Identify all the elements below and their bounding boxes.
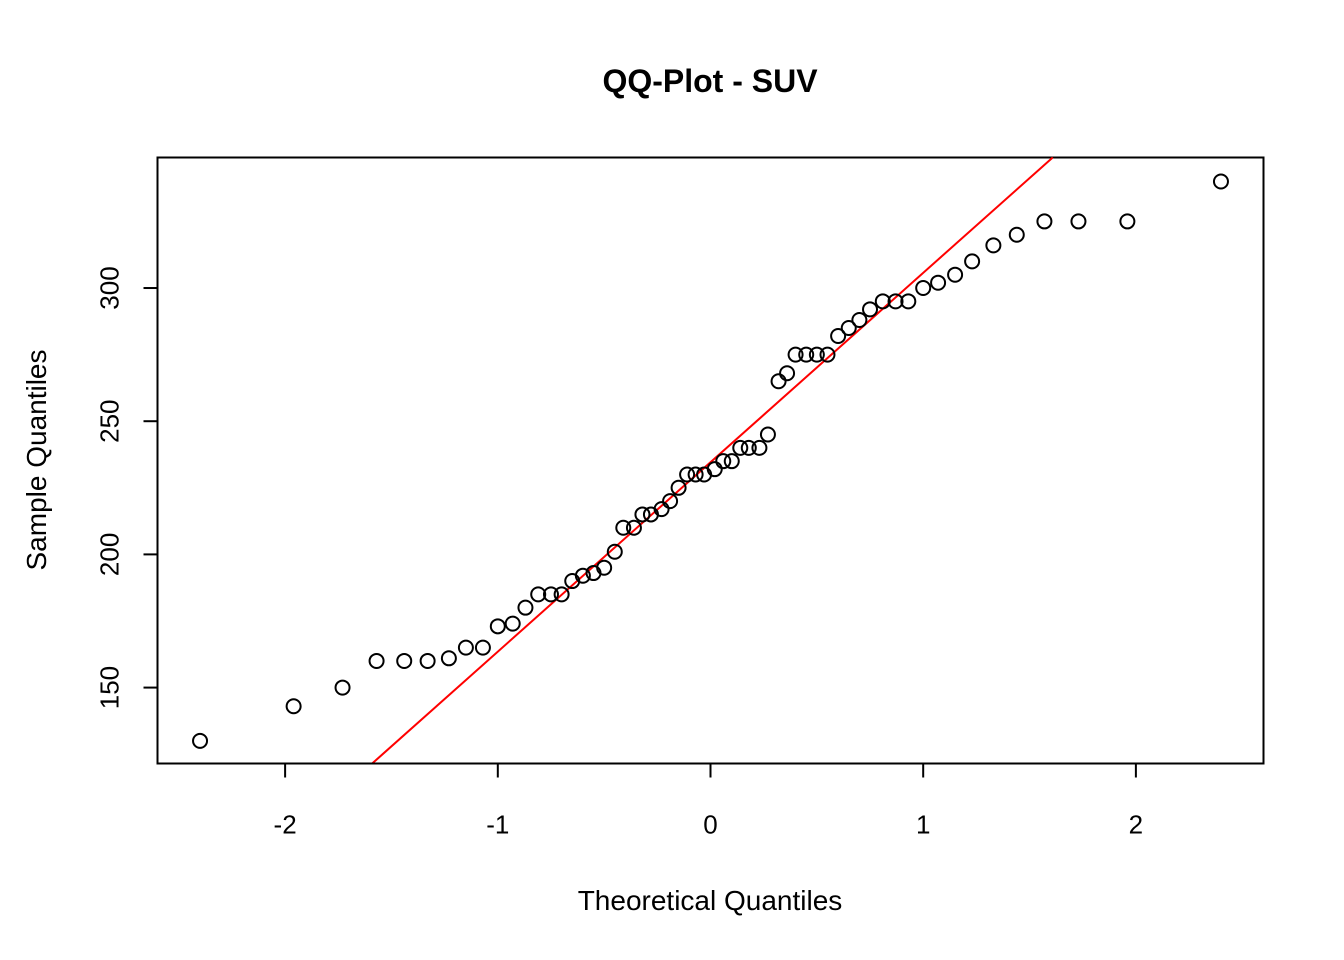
x-axis-label: Theoretical Quantiles [578,885,843,916]
y-tick-label: 150 [95,666,125,709]
data-point [625,519,642,536]
data-point [662,493,679,510]
data-point [396,652,413,669]
data-points-layer [192,173,1229,749]
data-point [740,439,757,456]
data-point [723,453,740,470]
x-axis: -2 -1 0 1 2 [274,762,1143,840]
data-point [606,543,623,560]
data-point [670,479,687,496]
data-point [1212,173,1229,190]
y-tick-label: 300 [95,266,125,309]
data-point [715,453,732,470]
data-point [285,698,302,715]
data-point [840,319,857,336]
data-point [1070,213,1087,230]
data-point [985,237,1002,254]
data-point [634,506,651,523]
data-point [732,439,749,456]
data-point [530,586,547,603]
data-point [779,365,796,382]
y-axis-label: Sample Quantiles [21,349,52,570]
data-point [1119,213,1136,230]
data-point [887,293,904,310]
data-point [830,327,847,344]
y-tick-label: 250 [95,400,125,443]
data-point [751,439,768,456]
data-point [474,639,491,656]
data-point [915,280,932,297]
data-point [759,426,776,443]
data-point [653,501,670,518]
x-tick-label: -1 [486,810,509,840]
data-point [517,599,534,616]
data-point [819,346,836,363]
data-point [874,293,891,310]
data-point [440,650,457,667]
plot-frame [156,156,1265,765]
data-point [457,639,474,656]
x-tick-label: 2 [1129,810,1143,840]
data-point [368,652,385,669]
data-point [770,373,787,390]
data-point [615,519,632,536]
reference-line-layer [371,156,1054,765]
data-point [334,679,351,696]
data-point [504,615,521,632]
data-point [851,311,868,328]
data-point [930,274,947,291]
x-tick-label: 1 [916,810,930,840]
y-tick-label: 200 [95,533,125,576]
data-point [192,732,209,749]
data-point [542,586,559,603]
data-point [862,301,879,318]
data-point [808,346,825,363]
data-point [1008,226,1025,243]
data-point [798,346,815,363]
data-point [596,559,613,576]
data-point [679,466,696,483]
data-point [553,586,570,603]
x-tick-label: -2 [274,810,297,840]
data-point [964,253,981,270]
data-point [687,466,704,483]
data-point [900,293,917,310]
data-point [574,567,591,584]
data-point [706,461,723,478]
data-point [419,652,436,669]
x-tick-label: 0 [703,810,717,840]
data-point [489,618,506,635]
data-point [1036,213,1053,230]
data-point [787,346,804,363]
data-point [947,266,964,283]
reference-line [371,156,1054,765]
y-axis: 150 200 250 300 [95,266,159,709]
chart-title: QQ-Plot - SUV [602,63,818,99]
